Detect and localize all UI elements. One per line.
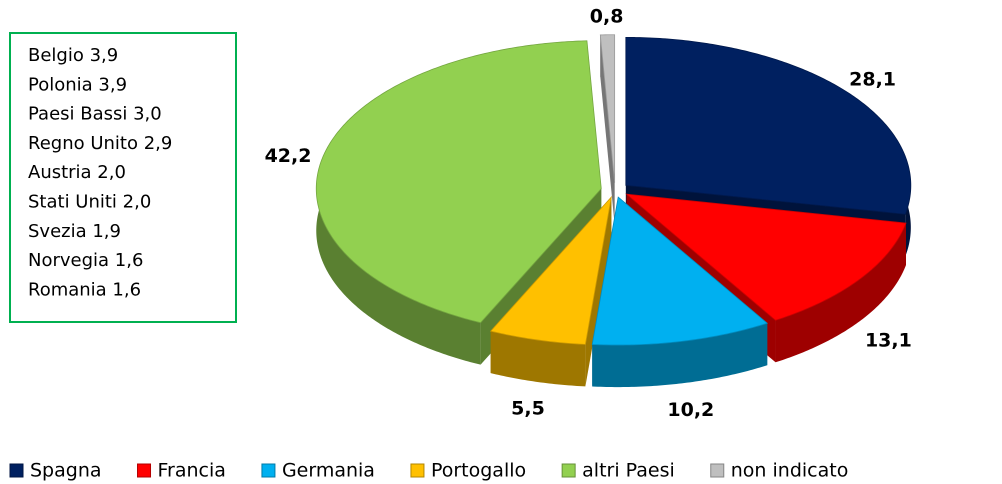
legend-label: non indicato [731,460,849,482]
legend-label: Portogallo [431,460,526,482]
slice [315,40,602,324]
legend-swatch [9,463,24,478]
legend-swatch [410,463,425,478]
legend-swatch [261,463,276,478]
legend-label: Spagna [30,460,102,482]
annotation: Austria 2,0 [28,162,126,183]
slice-side [775,223,906,363]
slice-wall [600,34,615,225]
legend-swatch [710,463,725,478]
data-label: 0,8 [590,6,624,28]
data-label: 42,2 [265,145,312,167]
annotation: Norvegia 1,6 [28,250,143,271]
slice-side [490,331,586,387]
data-label: 5,5 [511,398,545,420]
data-label: 10,2 [667,399,714,421]
slice-tops [315,34,912,346]
annotation: Regno Unito 2,9 [28,133,172,154]
annotation: Romania 1,6 [28,279,141,300]
annotation: Stati Uniti 2,0 [28,192,151,213]
slice-side [592,323,768,388]
annotation: Polonia 3,9 [28,74,127,95]
legend-label: Germania [282,460,375,482]
annotation-box [9,32,237,323]
legend-label: Francia [158,460,226,482]
slice [489,195,612,345]
slice [625,36,912,215]
annotation: Svezia 1,9 [28,221,121,242]
data-label: 28,1 [849,69,896,91]
slice [591,196,769,346]
data-label: 13,1 [865,329,912,351]
annotation: Paesi Bassi 3,0 [28,104,162,125]
slice [625,193,907,321]
slice [599,34,616,183]
legend-swatch [137,463,152,478]
legend-swatch [561,463,576,478]
annotation: Belgio 3,9 [28,45,118,66]
legend-label: altri Paesi [582,460,675,482]
